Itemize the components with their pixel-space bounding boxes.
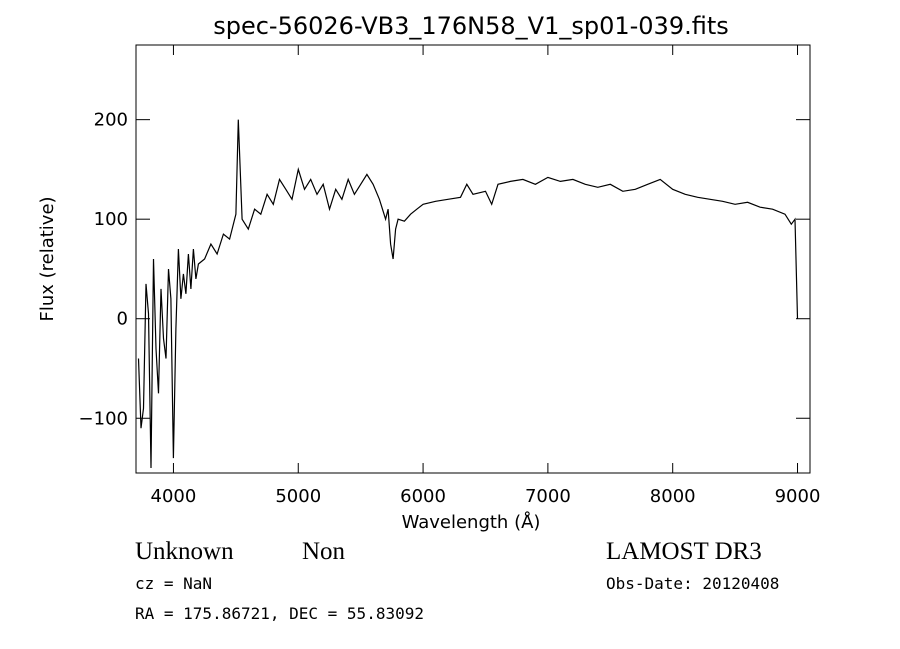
redshift-line: cz = NaN (135, 574, 213, 593)
coordinates-line: RA = 175.86721, DEC = 55.83092 (135, 604, 424, 623)
x-tick-label: 9000 (775, 486, 821, 507)
x-tick-label: 6000 (400, 486, 446, 507)
object-class: Unknown (135, 538, 234, 565)
y-tick-label: 200 (94, 110, 128, 131)
chart-title: spec-56026-VB3_176N58_V1_sp01-039.fits (213, 12, 729, 40)
y-axis-label: Flux (relative) (37, 196, 58, 321)
x-tick-label: 8000 (650, 486, 696, 507)
y-axis: −100 0 100 200 (79, 110, 810, 429)
observation-date: Obs-Date: 20120408 (606, 574, 780, 593)
x-axis: 4000 5000 6000 7000 8000 9000 (151, 45, 821, 507)
survey-name: LAMOST DR3 (606, 538, 762, 565)
x-axis-label: Wavelength (Å) (402, 511, 541, 533)
object-subclass: Non (302, 538, 346, 565)
y-tick-label: 0 (117, 309, 128, 330)
x-tick-label: 7000 (525, 486, 571, 507)
x-tick-label: 5000 (275, 486, 321, 507)
x-tick-label: 4000 (151, 486, 197, 507)
spectrum-line (137, 119, 799, 469)
plot-frame (135, 44, 811, 474)
y-tick-label: 100 (94, 209, 128, 230)
y-tick-label: −100 (79, 408, 128, 429)
